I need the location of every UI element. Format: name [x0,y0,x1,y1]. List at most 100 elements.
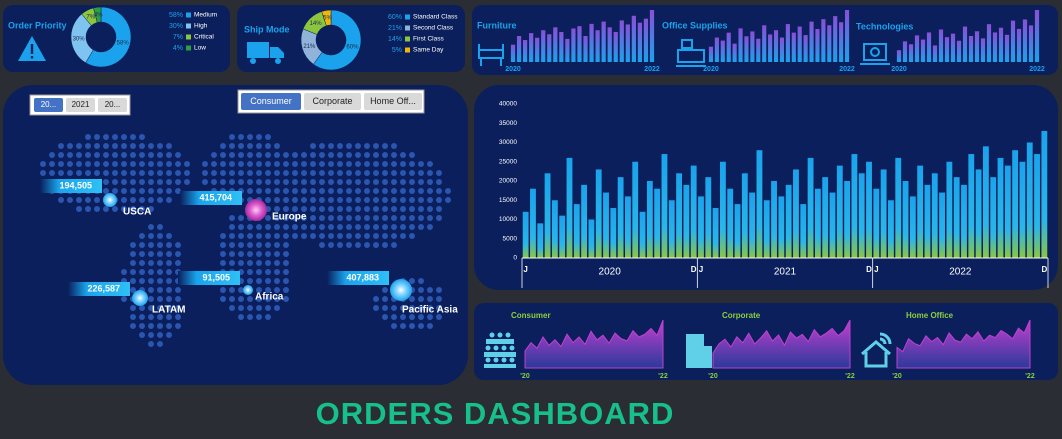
bar [779,37,785,62]
segment-button-label[interactable]: Home Off... [370,96,416,106]
bar [800,204,807,258]
map-dot [355,242,361,248]
map-dot [319,224,325,230]
region-total: 407,883 [346,272,379,282]
map-dot [256,161,262,167]
map-dot [229,215,235,221]
map-dot [310,188,316,194]
map-dot [427,323,433,329]
map-dot [364,179,370,185]
map-dot [94,197,100,203]
legend-value: 30% [169,23,183,30]
map-dot [139,260,145,266]
segment-button[interactable] [304,93,361,110]
map-dot [274,296,280,302]
map-dot [283,233,289,239]
map-dot [130,251,136,257]
map-dot [265,260,271,266]
map-dot [166,161,172,167]
map-dot [319,170,325,176]
legend-value: 58% [169,12,183,19]
bar [1028,25,1034,62]
bar [962,26,968,62]
map-dot [229,170,235,176]
segment-button-label[interactable]: Consumer [250,96,292,106]
map-dot [355,215,361,221]
map-dot [247,314,253,320]
bar [720,40,725,62]
segment-button[interactable] [241,93,301,110]
map-dot [202,161,208,167]
map-dot [382,143,388,149]
map-dot [328,242,334,248]
bar [1004,34,1010,62]
legend-label: Same Day [413,47,444,54]
year-button-label[interactable]: 2021 [72,100,90,109]
map-dot [382,170,388,176]
map-dot [373,296,379,302]
map-dot [139,323,145,329]
map-dot [148,278,154,284]
map-dot [265,251,271,257]
map-dot [418,215,424,221]
map-dot [391,233,397,239]
legend-label: High [194,23,208,30]
donut-slice [93,6,102,23]
map-dot [310,143,316,149]
map-dot [355,206,361,212]
slice-label: 58% [117,41,130,47]
map-dot [418,287,424,293]
map-dot [256,242,262,248]
map-dot [148,305,154,311]
bar [771,181,777,258]
y-tick-label: 25000 [499,158,517,165]
map-dot [400,170,406,176]
map-dot [409,296,415,302]
segment-button-label[interactable]: Corporate [312,96,352,106]
bar [844,181,851,258]
bar [829,192,836,258]
map-dot [49,170,55,176]
area [712,319,851,369]
map-dot [157,341,163,347]
donut-slice [313,9,362,71]
map-dot [76,143,82,149]
map-dot [310,197,316,203]
map-dot [256,134,262,140]
map-dot [247,161,253,167]
map-dot [283,161,289,167]
x-tick-label: '20 [520,373,530,380]
map-dot [103,170,109,176]
legend-swatch [186,12,191,18]
year-button-label[interactable]: 20... [105,100,121,109]
x-tick-label: '22 [1025,373,1035,380]
year-button[interactable] [34,98,63,112]
map-dot [409,305,415,311]
year-button[interactable] [66,98,95,112]
map-dot [283,260,289,266]
map-dot [292,161,298,167]
map-dot [112,152,118,158]
map-dot [166,152,172,158]
map-dot [256,143,262,149]
map-dot [409,323,415,329]
map-dot [112,161,118,167]
map-dot [337,233,343,239]
year-button-label[interactable]: 20... [41,100,57,109]
map-dot [391,224,397,230]
map-dot [328,233,334,239]
map-dot [139,332,145,338]
legend-label: Standard Class [413,14,458,21]
bar [631,15,636,62]
map-dot [436,206,442,212]
map-dot [355,170,361,176]
year-button[interactable] [98,98,127,112]
map-dot [364,197,370,203]
segment-button[interactable] [364,93,422,110]
map-dot [418,188,424,194]
map-dot [373,152,379,158]
bar [1041,130,1048,258]
map-dot [157,323,163,329]
chart-title: Corporate [722,311,761,320]
